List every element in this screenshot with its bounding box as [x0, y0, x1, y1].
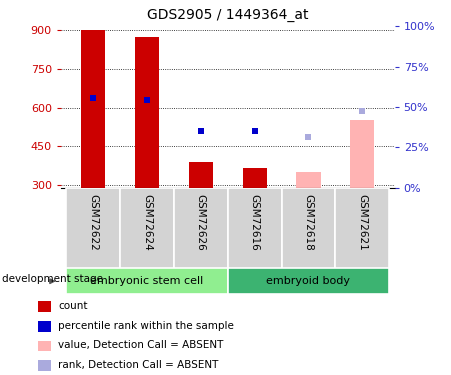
- Text: count: count: [58, 301, 87, 311]
- Text: development stage: development stage: [2, 274, 103, 284]
- Bar: [38, 301, 51, 312]
- Text: embryoid body: embryoid body: [267, 276, 350, 286]
- Bar: [38, 340, 51, 351]
- Bar: [66, 188, 120, 268]
- Text: GSM72624: GSM72624: [142, 194, 152, 251]
- Bar: [350, 120, 374, 188]
- Text: percentile rank within the sample: percentile rank within the sample: [58, 321, 234, 331]
- Text: GSM72616: GSM72616: [250, 194, 260, 251]
- Bar: [228, 188, 281, 268]
- Bar: [66, 268, 228, 294]
- Bar: [281, 188, 336, 268]
- Text: value, Detection Call = ABSENT: value, Detection Call = ABSENT: [58, 340, 223, 351]
- Text: GSM72626: GSM72626: [196, 194, 206, 251]
- Title: GDS2905 / 1449364_at: GDS2905 / 1449364_at: [147, 9, 308, 22]
- Bar: [296, 171, 321, 188]
- Text: rank, Detection Call = ABSENT: rank, Detection Call = ABSENT: [58, 360, 218, 370]
- Text: GSM72621: GSM72621: [357, 194, 367, 251]
- Bar: [243, 168, 267, 188]
- Bar: [135, 37, 159, 188]
- Text: GSM72622: GSM72622: [88, 194, 98, 251]
- Text: embryonic stem cell: embryonic stem cell: [90, 276, 204, 286]
- Bar: [174, 188, 228, 268]
- Bar: [228, 268, 389, 294]
- Text: GSM72618: GSM72618: [304, 194, 313, 251]
- Bar: [189, 162, 213, 188]
- Bar: [81, 30, 105, 188]
- Bar: [120, 188, 174, 268]
- Bar: [38, 321, 51, 332]
- Bar: [38, 360, 51, 371]
- Bar: [336, 188, 389, 268]
